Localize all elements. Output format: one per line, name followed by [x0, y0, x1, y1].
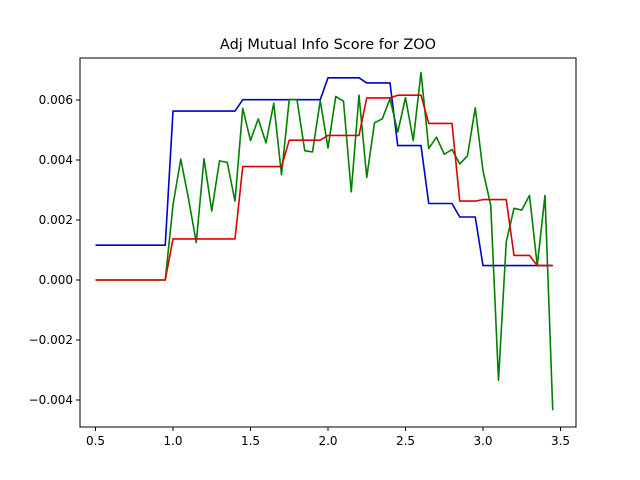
series-line-1 [95, 77, 553, 267]
y-tick-label: −0.002 [29, 333, 73, 347]
series-line-2 [95, 71, 554, 411]
x-tick-label: 3.0 [473, 434, 492, 448]
y-axis: −0.004 −0.002 0.000 0.002 0.004 0.006 [29, 93, 80, 407]
series-layer [95, 71, 554, 411]
x-axis: 0.5 1.0 1.5 2.0 2.5 3.0 3.5 [86, 427, 570, 448]
x-tick-label: 1.5 [241, 434, 260, 448]
y-tick-label: 0.002 [39, 213, 73, 227]
y-tick-label: 0.006 [39, 93, 73, 107]
x-tick-label: 1.0 [163, 434, 182, 448]
y-tick-label: 0.004 [39, 153, 73, 167]
x-tick-label: 3.5 [551, 434, 570, 448]
x-tick-label: 0.5 [86, 434, 105, 448]
x-tick-label: 2.5 [396, 434, 415, 448]
y-tick-label: −0.004 [29, 393, 73, 407]
series-line-3 [95, 94, 553, 281]
plot-frame [79, 57, 577, 428]
chart-title: Adj Mutual Info Score for ZOO [220, 37, 436, 53]
y-tick-label: 0.000 [39, 273, 73, 287]
x-tick-label: 2.0 [318, 434, 337, 448]
